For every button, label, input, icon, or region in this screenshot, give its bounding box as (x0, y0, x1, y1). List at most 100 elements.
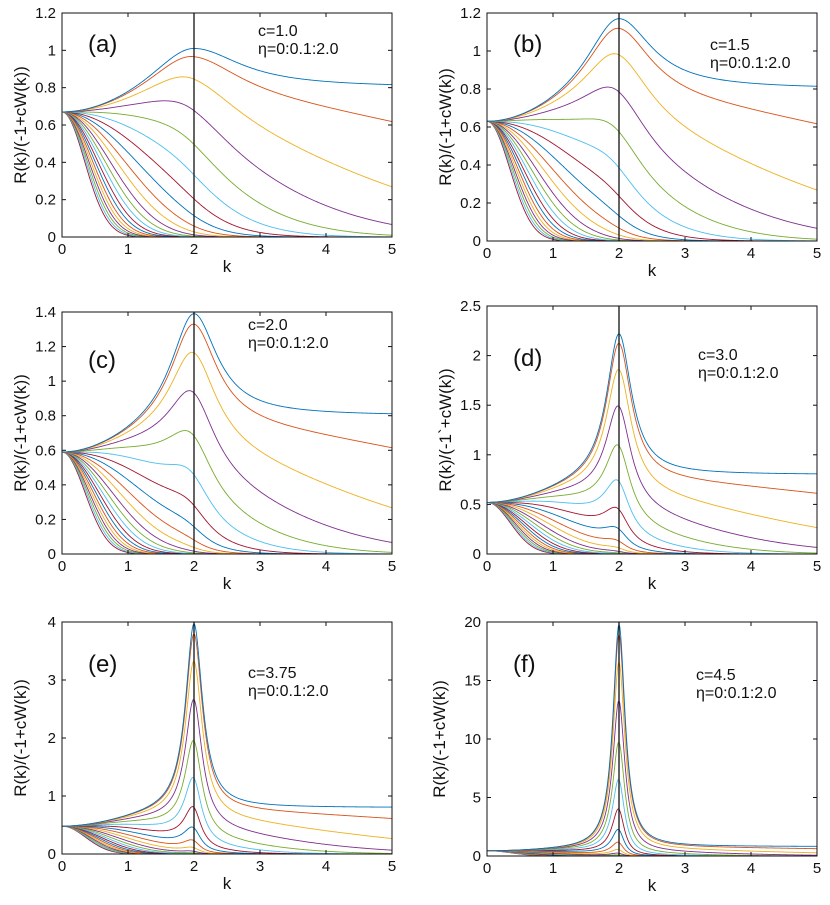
y-tick-label: 0.4 (35, 154, 56, 171)
annotation-eta: η=0:0.1:2.0 (248, 683, 329, 700)
series-line-eta-0.1 (62, 323, 392, 453)
y-tick-label: 20 (464, 614, 481, 631)
series-line-eta-2.0 (62, 111, 392, 237)
series-line-eta-1.3 (62, 451, 392, 554)
x-tick-label: 5 (813, 245, 821, 262)
annotation-c: c=1.5 (710, 37, 750, 54)
y-tick-label: 0.5 (460, 496, 481, 513)
series-line-eta-1.7 (62, 111, 392, 237)
series-lines (62, 313, 392, 554)
series-line-eta-1.5 (487, 120, 817, 241)
x-tick-label: 3 (681, 558, 689, 575)
y-tick-label: 10 (464, 731, 481, 748)
series-line-eta-0.4 (62, 111, 392, 236)
series-line-eta-1.1 (487, 850, 817, 856)
x-tick-label: 4 (322, 241, 330, 258)
axes-box (486, 621, 818, 857)
series-line-eta-1.6 (487, 120, 817, 241)
x-tick-label: 1 (549, 558, 557, 575)
x-axis-label: k (648, 261, 657, 280)
series-line-eta-0.0 (62, 622, 392, 827)
series-line-eta-0.2 (487, 369, 817, 529)
series-line-eta-0.1 (487, 342, 817, 503)
series-line-eta-0.0 (487, 622, 817, 852)
annotation-eta: η=0:0.1:2.0 (698, 365, 779, 382)
series-line-eta-1.3 (487, 501, 817, 554)
axes-box (61, 311, 393, 555)
x-axis-label: k (648, 876, 657, 895)
x-tick-label: 0 (483, 860, 491, 877)
x-tick-label: 1 (549, 245, 557, 262)
series-line-eta-1.5 (62, 451, 392, 554)
series-line-eta-1.3 (62, 825, 392, 854)
series-line-eta-2.0 (62, 825, 392, 854)
x-tick-label: 3 (681, 245, 689, 262)
x-tick-label: 3 (681, 860, 689, 877)
axes-box (486, 305, 818, 555)
x-axis-label: k (648, 574, 657, 593)
x-tick-label: 5 (388, 241, 396, 258)
series-line-eta-0.0 (487, 18, 817, 122)
y-tick-label: 0 (473, 546, 481, 563)
panel-label: (a) (88, 31, 117, 58)
series-line-eta-1.2 (487, 501, 817, 554)
series-line-eta-0.5 (62, 451, 392, 554)
annotation-c: c=4.5 (696, 667, 736, 684)
series-line-eta-1.9 (487, 501, 817, 554)
y-axis-label: R(k)/(-1`+cW(k)) (436, 368, 455, 491)
series-line-eta-0.5 (487, 779, 817, 856)
y-tick-label: 0.2 (35, 511, 56, 528)
y-tick-label: 0.2 (35, 192, 56, 209)
x-tick-label: 3 (256, 241, 264, 258)
series-line-eta-0.3 (487, 86, 817, 229)
series-line-eta-1.5 (487, 501, 817, 554)
x-tick-label: 2 (190, 858, 198, 875)
series-line-eta-1.8 (487, 120, 817, 241)
panel-label: (f) (513, 651, 536, 678)
x-tick-label: 1 (124, 241, 132, 258)
y-tick-label: 2 (48, 730, 56, 747)
y-tick-label: 0 (48, 546, 56, 563)
annotation-c: c=1.0 (258, 23, 298, 40)
x-tick-label: 2 (615, 245, 623, 262)
series-line-eta-0.4 (487, 444, 817, 554)
series-line-eta-0.4 (487, 118, 817, 240)
y-tick-label: 0.4 (35, 477, 56, 494)
y-tick-label: 0.4 (460, 157, 481, 174)
series-line-eta-1.9 (487, 120, 817, 241)
y-axis-label: R(k)/(-1+cW(k)) (436, 68, 455, 186)
y-tick-label: 5 (473, 790, 481, 807)
y-tick-label: 2.5 (460, 298, 481, 315)
series-lines (62, 48, 392, 237)
y-tick-label: 0.2 (460, 195, 481, 212)
y-tick-label: 1 (473, 43, 481, 60)
series-line-eta-0.5 (62, 111, 392, 237)
series-line-eta-0.9 (487, 120, 817, 241)
y-tick-label: 1 (473, 447, 481, 464)
series-line-eta-1.4 (62, 825, 392, 854)
series-line-eta-0.7 (62, 825, 392, 854)
x-tick-label: 4 (322, 858, 330, 875)
series-line-eta-0.2 (62, 76, 392, 188)
x-tick-label: 3 (256, 558, 264, 575)
x-tick-label: 4 (747, 860, 755, 877)
y-tick-label: 1.4 (35, 304, 56, 321)
series-line-eta-0.3 (62, 390, 392, 543)
panel-d: 0 1 2 3 4 5 0 0.5 1 1.5 2 2.5 k R(k)/(-1`+cW(k)) (d) c=… (436, 298, 821, 593)
x-tick-label: 0 (58, 241, 66, 258)
x-tick-label: 2 (190, 558, 198, 575)
x-tick-label: 4 (322, 558, 330, 575)
y-tick-label: 0 (473, 848, 481, 865)
x-axis-label: k (223, 874, 232, 893)
x-tick-label: 5 (813, 860, 821, 877)
series-line-eta-1.9 (62, 825, 392, 854)
series-line-eta-0.1 (62, 56, 392, 123)
x-axis-label: k (223, 257, 232, 276)
series-line-eta-0.8 (62, 451, 392, 554)
series-line-eta-1.8 (62, 825, 392, 854)
y-axis-label: R(k)/(-1+cW(k)) (11, 66, 30, 184)
series-line-eta-1.2 (62, 825, 392, 854)
y-tick-label: 0 (48, 229, 56, 246)
panel-label: (d) (513, 345, 542, 372)
panel-label: (e) (88, 651, 117, 678)
